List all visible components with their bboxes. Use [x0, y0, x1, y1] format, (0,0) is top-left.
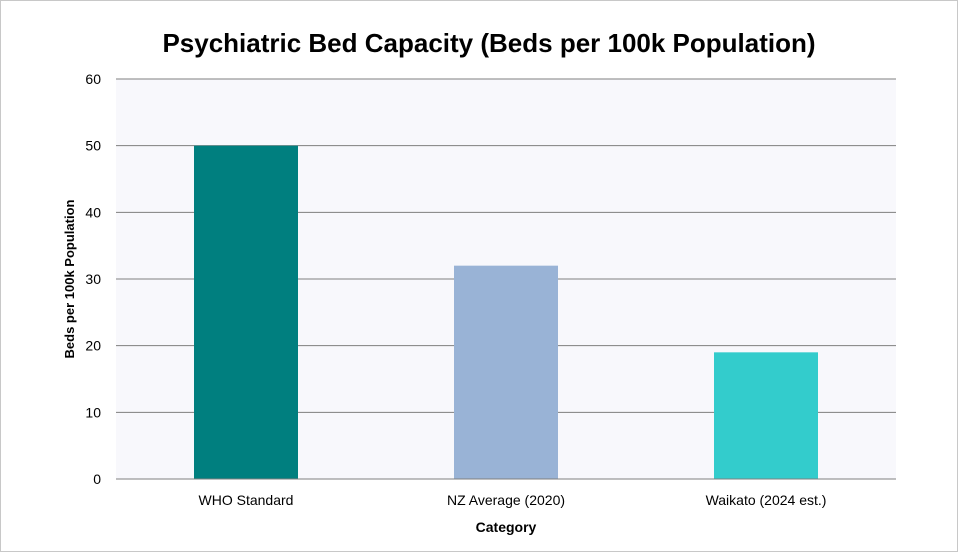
bars	[194, 145, 818, 479]
x-tick-label: NZ Average (2020)	[447, 492, 565, 508]
chart-title: Psychiatric Bed Capacity (Beds per 100k …	[162, 28, 815, 58]
y-tick-label: 10	[85, 404, 101, 420]
y-axis-label: Beds per 100k Population	[62, 199, 77, 358]
y-tick-label: 60	[85, 71, 101, 87]
bar	[714, 352, 818, 479]
y-tick-label: 40	[85, 204, 101, 220]
y-tick-label: 30	[85, 271, 101, 287]
y-tick-label: 0	[93, 471, 101, 487]
y-tick-label: 20	[85, 338, 101, 354]
y-tick-label: 50	[85, 138, 101, 154]
x-tick-label: WHO Standard	[199, 492, 294, 508]
x-axis-label: Category	[476, 519, 537, 535]
bar	[454, 265, 558, 479]
x-tick-label: Waikato (2024 est.)	[706, 492, 827, 508]
y-axis-tick-labels: 0 10 20 30 40 50 60	[85, 71, 101, 487]
bar	[194, 145, 298, 479]
x-axis-tick-labels: WHO Standard NZ Average (2020) Waikato (20…	[199, 492, 827, 508]
